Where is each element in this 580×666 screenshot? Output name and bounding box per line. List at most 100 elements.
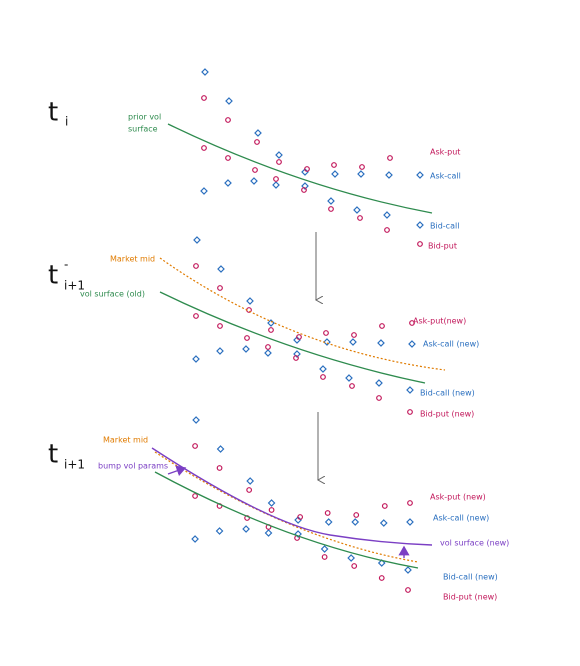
quote-diamond (320, 545, 329, 553)
quote-circle (351, 563, 358, 569)
quote-diamond (254, 129, 262, 137)
quote-circle (321, 554, 328, 560)
quote-circle (265, 344, 271, 350)
quote-diamond (242, 345, 250, 353)
quote-diamond (353, 206, 361, 214)
quote-diamond (323, 338, 331, 346)
quote-circle (296, 334, 302, 340)
quote-diamond (193, 236, 201, 244)
quote-diamond (267, 319, 275, 327)
quote-circle (268, 507, 275, 513)
quote-diamond (408, 340, 416, 348)
quote-diamond (201, 68, 209, 76)
quote-diamond (406, 518, 414, 526)
quote-diamond (349, 338, 357, 346)
legend-label: Ask-call (430, 172, 461, 181)
quote-diamond (217, 265, 225, 273)
legend-label: Bid-put (428, 242, 457, 251)
quote-circle (193, 263, 199, 269)
time-label: t (48, 440, 58, 470)
quote-circle (376, 395, 382, 401)
quote-diamond (357, 170, 365, 178)
market-mid-label: Market mid (110, 255, 155, 264)
quote-diamond (406, 386, 414, 394)
quote-diamond (345, 374, 353, 382)
legend-label: Ask-put (new) (430, 493, 486, 502)
quote-circle (217, 323, 223, 329)
bump-arrow (167, 465, 187, 477)
quote-diamond (250, 177, 258, 185)
curve-label: prior vol (128, 113, 161, 122)
quote-diamond (267, 499, 276, 507)
markers (191, 68, 424, 593)
quote-circle (254, 139, 260, 145)
prior-vol-curve (167, 123, 433, 214)
quote-circle (384, 227, 390, 233)
quote-diamond (224, 179, 232, 187)
quote-circle (201, 95, 207, 101)
quote-diamond (377, 559, 386, 567)
old-vol-curve (159, 291, 426, 384)
quote-diamond (301, 182, 309, 190)
quote-diamond (416, 171, 424, 179)
quote-diamond (225, 97, 233, 105)
quote-circle (387, 155, 393, 161)
quote-circle (320, 374, 326, 380)
quote-diamond (246, 477, 255, 485)
quote-circle (357, 215, 363, 221)
quote-diamond (416, 221, 424, 229)
quote-circle (304, 166, 310, 172)
legend-label: Bid-put (new) (420, 410, 474, 419)
curve-label: vol surface (old) (80, 290, 145, 299)
legend-label: Ask-call (new) (423, 340, 479, 349)
quote-diamond (324, 518, 333, 526)
legend-label: Bid-call (new) (443, 573, 498, 582)
quote-circle (201, 145, 207, 151)
quote-circle (225, 155, 231, 161)
legend-label: Ask-call (new) (433, 514, 489, 523)
curve-label: surface (128, 125, 158, 134)
quote-circle (353, 512, 360, 518)
old-vol-curve (154, 471, 419, 569)
market-mid-curve (159, 257, 446, 371)
quote-diamond (216, 445, 225, 453)
quote-diamond (242, 525, 250, 533)
quote-diamond (347, 554, 355, 562)
quote-circle (417, 241, 423, 247)
bump-label: bump vol params (98, 462, 168, 471)
quote-diamond (375, 379, 383, 387)
quote-diamond (216, 347, 224, 355)
quote-circle (407, 500, 413, 506)
quote-diamond (275, 151, 283, 159)
quote-circle (381, 503, 388, 509)
legend-label: Ask-put(new) (413, 317, 466, 326)
quote-diamond (200, 187, 208, 195)
quote-circle (293, 355, 299, 361)
quote-diamond (294, 530, 302, 538)
quote-circle (301, 187, 307, 193)
quote-diamond (385, 171, 393, 179)
quote-circle (331, 162, 337, 168)
quote-diamond (327, 197, 335, 205)
quote-diamond (351, 518, 360, 526)
legend-label: Bid-call (new) (420, 389, 475, 398)
quote-circle (192, 493, 198, 499)
quote-diamond (215, 527, 224, 535)
quote-circle (349, 383, 355, 389)
new-surface-label: vol surface (new) (440, 539, 509, 548)
quote-diamond (383, 211, 391, 219)
quote-diamond (191, 535, 199, 543)
quote-circle (246, 487, 253, 493)
quote-diamond (192, 355, 200, 363)
quote-diamond (264, 349, 272, 357)
quote-circle (217, 285, 223, 291)
quote-circle (324, 510, 331, 516)
time-sub: i (65, 115, 68, 129)
quote-diamond (379, 519, 388, 527)
quote-circle (378, 575, 385, 581)
quote-circle (268, 327, 274, 333)
legend-label: Bid-put (new) (443, 593, 497, 602)
quote-diamond (377, 339, 385, 347)
market-mid-label: Market mid (103, 436, 148, 445)
